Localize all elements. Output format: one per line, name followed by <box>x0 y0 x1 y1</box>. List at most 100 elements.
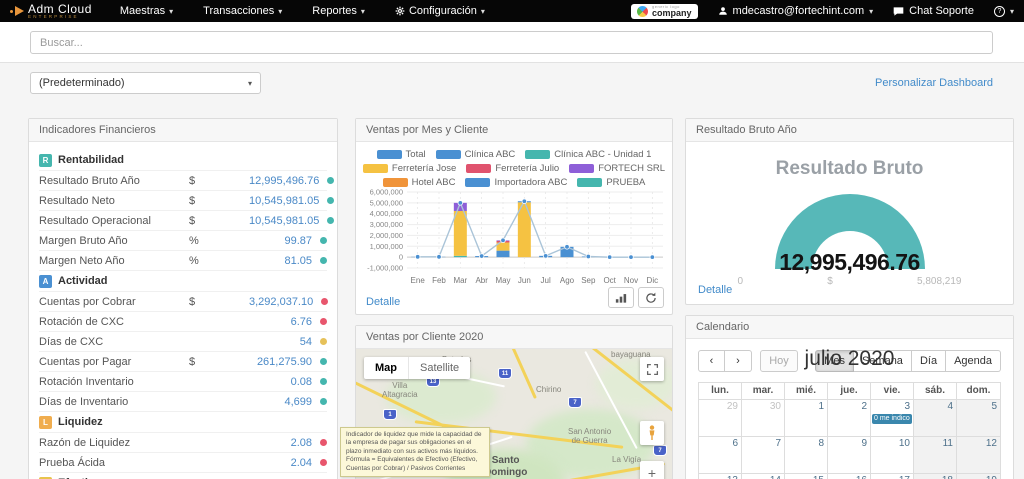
indicator-row-cuentas-por-cobrar[interactable]: Cuentas por Cobrar $3,292,037.10 <box>39 292 329 312</box>
calendar-view-semana[interactable]: Semana <box>853 350 912 372</box>
day-cell-8[interactable]: 8 <box>785 436 828 473</box>
app-logo[interactable]: Adm Cloud ENTERPRISE <box>10 3 92 20</box>
chat-support-button[interactable]: Chat Soporte <box>893 5 974 17</box>
menu-label: Maestras <box>119 5 166 17</box>
legend-item-hotel-abc[interactable]: Hotel ABC <box>382 177 455 188</box>
status-dot-teal <box>320 257 327 264</box>
bar-segment-cli-nica-abc-unidad-1[interactable] <box>453 255 467 258</box>
day-number: 4 <box>947 401 953 412</box>
calendar-prev-button[interactable]: ‹ <box>698 350 725 372</box>
street-view-pegman[interactable] <box>640 421 664 445</box>
total-point-feb[interactable] <box>436 254 442 260</box>
legend-item-importadora-abc[interactable]: Importadora ABC <box>465 177 567 188</box>
menu-maestras[interactable]: Maestras ▾ <box>120 5 173 17</box>
total-point-oct[interactable] <box>606 254 613 260</box>
day-number: 13 <box>727 475 738 479</box>
legend-item-prueba[interactable]: PRUEBA <box>577 177 645 188</box>
search-input[interactable] <box>30 31 993 54</box>
day-cell-14[interactable]: 14 <box>742 473 785 479</box>
bar-segment-cli-nica-abc[interactable] <box>496 250 510 258</box>
calendar-event[interactable]: 0 me indico s <box>872 414 912 424</box>
bar-segment-cli-nica-abc[interactable] <box>560 246 574 258</box>
day-cell-16[interactable]: 16 <box>828 473 871 479</box>
legend-label: PRUEBA <box>606 177 646 188</box>
day-cell-30[interactable]: 30 <box>742 399 785 436</box>
menu-transacciones[interactable]: Transacciones ▾ <box>203 5 282 17</box>
total-point-abr[interactable] <box>478 253 485 259</box>
day-header-mar: mar. <box>742 383 785 399</box>
legend-item-total[interactable]: Total <box>376 149 426 160</box>
total-point-mar[interactable] <box>457 200 464 206</box>
legend-item-cli-nica-abc-unidad-1[interactable]: Clínica ABC - Unidad 1 <box>525 149 651 160</box>
day-cell-5[interactable]: 5 <box>957 399 1000 436</box>
gauge-detail-link[interactable]: Detalle <box>698 284 733 296</box>
bar-segment-ferreteri-a-jose[interactable] <box>517 202 531 258</box>
user-menu[interactable]: mdecastro@fortechint.com ▾ <box>718 5 873 17</box>
indicator-row-rotacio-n-inventario[interactable]: Rotación Inventario 0.08 <box>39 372 327 392</box>
day-cell-19[interactable]: 19 <box>957 473 1000 479</box>
indicator-row-margen-neto-an-o[interactable]: Margen Neto Año% 81.05 <box>39 251 327 271</box>
chart-type-button[interactable] <box>608 287 634 308</box>
indicator-row-prueba-a-cida[interactable]: Prueba Ácida 2.04 <box>39 453 327 473</box>
refresh-icon <box>646 292 656 303</box>
company-logo-badge[interactable]: generic logo company <box>631 3 698 19</box>
indicator-row-cuentas-por-pagar[interactable]: Cuentas por Pagar $261,275.90 <box>39 352 327 372</box>
day-cell-7[interactable]: 7 <box>742 436 785 473</box>
day-cell-1[interactable]: 1 <box>785 399 828 436</box>
day-cell-9[interactable]: 9 <box>828 436 871 473</box>
dashboard-select[interactable]: (Predeterminado) ▾ <box>30 72 261 94</box>
calendar-view-mes[interactable]: Mes <box>815 350 854 372</box>
zoom-in-button[interactable]: + <box>640 461 664 479</box>
chart-refresh-button[interactable] <box>638 287 664 308</box>
legend-item-ferreteri-a-jose[interactable]: Ferretería Jose <box>362 163 456 174</box>
day-cell-10[interactable]: 10 <box>871 436 914 473</box>
menu-configuracion[interactable]: Configuración ▾ <box>395 5 485 17</box>
total-point-ene[interactable] <box>414 254 421 260</box>
day-number: 15 <box>813 475 824 479</box>
map-view-button[interactable]: Map <box>375 362 397 374</box>
day-cell-13[interactable]: 13 <box>699 473 742 479</box>
day-cell-12[interactable]: 12 <box>957 436 1000 473</box>
total-point-ago[interactable] <box>564 244 570 250</box>
indicator-row-margen-bruto-an-o[interactable]: Margen Bruto Año% 99.87 <box>39 231 327 251</box>
total-point-jul[interactable] <box>542 253 549 259</box>
total-point-dic[interactable] <box>649 254 656 260</box>
day-cell-6[interactable]: 6 <box>699 436 742 473</box>
personalize-dashboard-link[interactable]: Personalizar Dashboard <box>874 77 993 89</box>
total-point-may[interactable] <box>500 237 506 244</box>
calendar-view-di-a[interactable]: Día <box>911 350 947 372</box>
help-menu[interactable]: ? ▾ <box>993 5 1014 17</box>
day-cell-15[interactable]: 15 <box>785 473 828 479</box>
total-point-jun[interactable] <box>521 198 528 204</box>
bar-segment-ferreteri-a-jose[interactable] <box>496 242 510 251</box>
satellite-view-button[interactable]: Satellite <box>408 357 470 379</box>
calendar-next-button[interactable]: › <box>725 350 752 372</box>
bar-segment-ferreteri-a-jose[interactable] <box>453 211 467 256</box>
day-cell-17[interactable]: 17 <box>871 473 914 479</box>
legend-item-fortech-srl[interactable]: FORTECH SRL <box>569 163 665 174</box>
day-cell-3[interactable]: 3 0 me indico s <box>871 399 914 436</box>
day-cell-2[interactable]: 2 <box>828 399 871 436</box>
indicator-row-resultado-neto[interactable]: Resultado Neto $10,545,981.05 <box>39 191 335 211</box>
indicator-row-resultado-operacional[interactable]: Resultado Operacional $10,545,981.05 <box>39 211 335 231</box>
indicator-row-razo-n-de-liquidez[interactable]: Razón de Liquidez 2.08 <box>39 433 327 453</box>
day-cell-29[interactable]: 29 <box>699 399 742 436</box>
calendar-view-switcher: Mes Semana Día Agenda <box>815 350 1001 372</box>
indicator-row-resultado-bruto-an-o[interactable]: Resultado Bruto Año $12,995,496.76 <box>39 171 335 191</box>
menu-reportes[interactable]: Reportes ▾ <box>312 5 365 17</box>
total-point-nov[interactable] <box>628 254 634 260</box>
bar-segment-fortech-srl[interactable] <box>453 202 467 211</box>
fullscreen-button[interactable] <box>640 357 664 381</box>
legend-item-ferreteri-a-julio[interactable]: Ferretería Julio <box>466 163 559 174</box>
legend-item-cli-nica-abc[interactable]: Clínica ABC <box>435 149 515 160</box>
total-point-sep[interactable] <box>585 253 592 260</box>
day-cell-18[interactable]: 18 <box>914 473 957 479</box>
day-cell-11[interactable]: 11 <box>914 436 957 473</box>
indicator-row-rotacio-n-de-cxc[interactable]: Rotación de CXC 6.76 <box>39 312 327 332</box>
indicator-row-di-as-de-inventario[interactable]: Días de Inventario 4,699 <box>39 392 327 412</box>
calendar-view-agenda[interactable]: Agenda <box>946 350 1001 372</box>
day-cell-4[interactable]: 4 <box>914 399 957 436</box>
indicator-row-di-as-de-cxc[interactable]: Días de CXC 54 <box>39 332 327 352</box>
calendar-today-button[interactable]: Hoy <box>760 350 798 372</box>
chart-detail-link[interactable]: Detalle <box>366 296 401 308</box>
